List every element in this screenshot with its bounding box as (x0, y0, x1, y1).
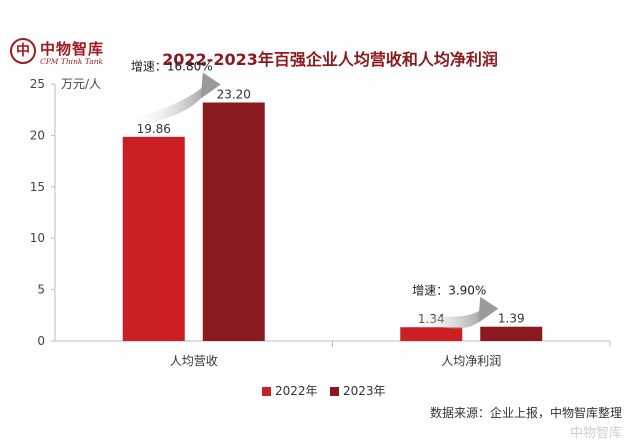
growth-arrowhead (478, 296, 499, 323)
bar-2023年 (480, 326, 543, 341)
growth-rate-label: 增速：3.90% (412, 284, 486, 298)
bar-value-label: 19.86 (137, 122, 171, 136)
bar-value-label: 23.20 (217, 88, 251, 102)
x-category-label: 人均净利润 (441, 354, 501, 368)
bar-2022年 (400, 327, 463, 341)
y-tick-label: 25 (30, 77, 45, 91)
legend-label-2023: 2023年 (343, 384, 386, 398)
y-tick-label: 5 (37, 283, 45, 297)
legend-swatch-2023 (330, 387, 339, 396)
bar-value-label: 1.39 (498, 312, 525, 326)
growth-rate-label: 增速：16.80% (131, 60, 213, 74)
y-tick-label: 10 (30, 231, 45, 245)
growth-arrowhead (200, 72, 221, 99)
legend-item-2023: 2023年 (330, 383, 386, 399)
logo-text-en: CPM Think Tank (40, 57, 104, 66)
legend-swatch-2022 (262, 387, 271, 396)
chart-title: 2022-2023年百强企业人均营收和人均净利润 (162, 50, 498, 69)
y-tick-label: 20 (30, 128, 45, 142)
growth-arrow (128, 80, 209, 129)
logo-emblem: 中 (10, 38, 36, 64)
watermark: 中物智库 (569, 426, 622, 441)
legend-label-2022: 2022年 (275, 384, 318, 398)
y-tick-label: 15 (30, 180, 45, 194)
bar-2022年 (122, 136, 185, 341)
data-source: 数据来源：企业上报，中物智库整理 (429, 406, 622, 420)
growth-arrow (406, 304, 487, 329)
y-axis-unit-label: 万元/人 (61, 77, 101, 91)
brand-logo: 中 中物智库 CPM Think Tank (10, 38, 130, 72)
x-category-label: 人均营收 (170, 354, 218, 368)
bar-2023年 (202, 102, 265, 341)
logo-text-cn: 中物智库 (40, 40, 105, 58)
y-tick-label: 0 (37, 334, 45, 348)
legend-item-2022: 2022年 (262, 383, 318, 399)
